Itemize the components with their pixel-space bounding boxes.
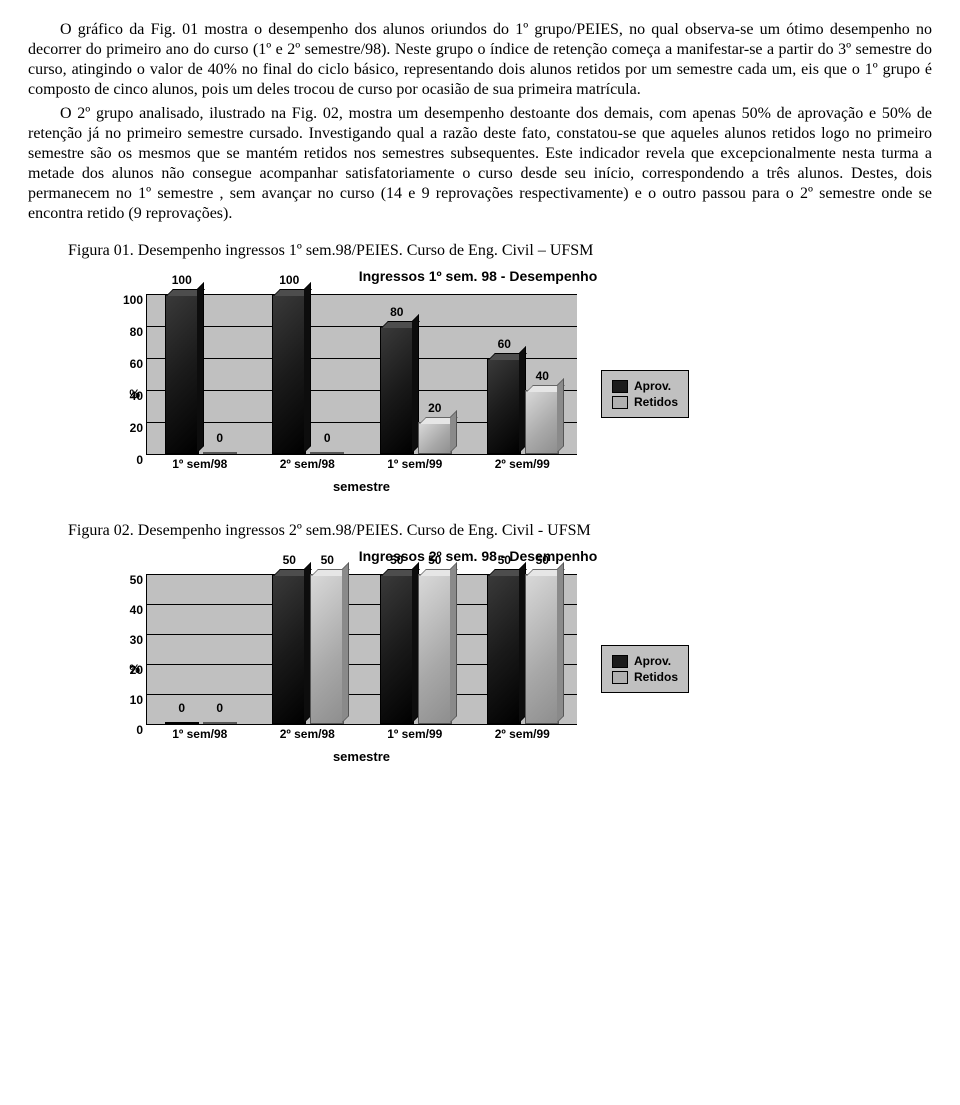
legend-item-aprov: Aprov. xyxy=(612,379,678,393)
legend-label-retidos-2: Retidos xyxy=(634,670,678,684)
y-tick: 60 xyxy=(130,357,147,371)
y-tick: 80 xyxy=(130,325,147,339)
legend-item-retidos-2: Retidos xyxy=(612,670,678,684)
chart-2: Ingressos 2º sem. 98 - Desempenho % 0102… xyxy=(118,548,838,764)
bar-group: 8020 xyxy=(380,326,452,454)
legend-item-aprov-2: Aprov. xyxy=(612,654,678,668)
bar-light: 20 xyxy=(418,422,452,454)
chart-1-plot: 0204060801001000100080206040 xyxy=(146,294,577,455)
legend-swatch-dark xyxy=(612,380,628,393)
figure-caption-1: Figura 01. Desempenho ingressos 1º sem.9… xyxy=(68,242,932,260)
chart-1-x-ticks: 1º sem/98 2º sem/98 1º sem/99 2º sem/99 xyxy=(146,455,576,473)
bar-group: 5050 xyxy=(272,574,344,724)
x-tick: 1º sem/99 xyxy=(387,457,442,471)
chart-2-plot: 0102030405000505050505050 xyxy=(146,574,577,725)
body-paragraph-2: O 2º grupo analisado, ilustrado na Fig. … xyxy=(28,104,932,224)
bar-dark: 50 xyxy=(487,574,521,724)
bar-value-label: 0 xyxy=(204,701,236,715)
bar-value-label: 80 xyxy=(381,305,413,319)
bar-group: 5050 xyxy=(380,574,452,724)
bar-group: 6040 xyxy=(487,358,559,454)
x-tick: 2º sem/99 xyxy=(495,457,550,471)
legend-swatch-light-2 xyxy=(612,671,628,684)
bar-value-label: 40 xyxy=(526,369,558,383)
y-tick: 20 xyxy=(130,421,147,435)
x-tick: 1º sem/98 xyxy=(172,457,227,471)
bar-value-label: 50 xyxy=(488,553,520,567)
bar-group: 00 xyxy=(165,722,237,724)
bar-light: 0 xyxy=(203,452,237,454)
bar-dark: 50 xyxy=(272,574,306,724)
bar-light: 50 xyxy=(418,574,452,724)
chart-1-legend: Aprov. Retidos xyxy=(601,370,689,418)
bar-light: 40 xyxy=(525,390,559,454)
bar-light: 50 xyxy=(310,574,344,724)
bar-value-label: 50 xyxy=(381,553,413,567)
y-tick: 20 xyxy=(130,663,147,677)
bar-value-label: 60 xyxy=(488,337,520,351)
x-tick: 2º sem/98 xyxy=(280,727,335,741)
x-tick: 2º sem/99 xyxy=(495,727,550,741)
y-tick: 40 xyxy=(130,603,147,617)
legend-label-aprov-2: Aprov. xyxy=(634,654,671,668)
chart-2-legend: Aprov. Retidos xyxy=(601,645,689,693)
bar-dark: 0 xyxy=(165,722,199,724)
bar-value-label: 20 xyxy=(419,401,451,415)
bar-group: 100 0 xyxy=(272,294,344,454)
bar-value-label: 100 xyxy=(166,273,198,287)
bar-value-label: 50 xyxy=(273,553,305,567)
x-tick: 1º sem/98 xyxy=(172,727,227,741)
legend-item-retidos: Retidos xyxy=(612,395,678,409)
figure-caption-2: Figura 02. Desempenho ingressos 2º sem.9… xyxy=(68,522,932,540)
y-tick: 10 xyxy=(130,693,147,707)
y-tick: 100 xyxy=(123,293,147,307)
y-tick: 40 xyxy=(130,389,147,403)
bar-value-label: 0 xyxy=(166,701,198,715)
chart-1-title: Ingressos 1º sem. 98 - Desempenho xyxy=(118,268,838,284)
chart-2-x-label: semestre xyxy=(146,749,577,764)
y-tick: 30 xyxy=(130,633,147,647)
chart-2-x-ticks: 1º sem/98 2º sem/98 1º sem/99 2º sem/99 xyxy=(146,725,576,743)
chart-1-x-label: semestre xyxy=(146,479,577,494)
bar-dark: 60 xyxy=(487,358,521,454)
bar-dark: 100 xyxy=(272,294,306,454)
bar-value-label: 50 xyxy=(419,553,451,567)
bar-value-label: 100 xyxy=(273,273,305,287)
legend-label-aprov: Aprov. xyxy=(634,379,671,393)
legend-label-retidos: Retidos xyxy=(634,395,678,409)
bar-group: 5050 xyxy=(487,574,559,724)
chart-1: Ingressos 1º sem. 98 - Desempenho % 0204… xyxy=(118,268,838,494)
x-tick: 1º sem/99 xyxy=(387,727,442,741)
bar-light: 50 xyxy=(525,574,559,724)
bar-dark: 50 xyxy=(380,574,414,724)
bar-dark: 80 xyxy=(380,326,414,454)
body-paragraph-1: O gráfico da Fig. 01 mostra o desempenho… xyxy=(28,20,932,100)
chart-2-title: Ingressos 2º sem. 98 - Desempenho xyxy=(118,548,838,564)
bar-value-label: 50 xyxy=(311,553,343,567)
bar-dark: 100 xyxy=(165,294,199,454)
bar-value-label: 0 xyxy=(204,431,236,445)
bar-light: 0 xyxy=(203,722,237,724)
bar-group: 100 0 xyxy=(165,294,237,454)
x-tick: 2º sem/98 xyxy=(280,457,335,471)
bar-value-label: 0 xyxy=(311,431,343,445)
legend-swatch-light xyxy=(612,396,628,409)
bar-value-label: 50 xyxy=(526,553,558,567)
bar-light: 0 xyxy=(310,452,344,454)
y-tick: 50 xyxy=(130,573,147,587)
legend-swatch-dark-2 xyxy=(612,655,628,668)
